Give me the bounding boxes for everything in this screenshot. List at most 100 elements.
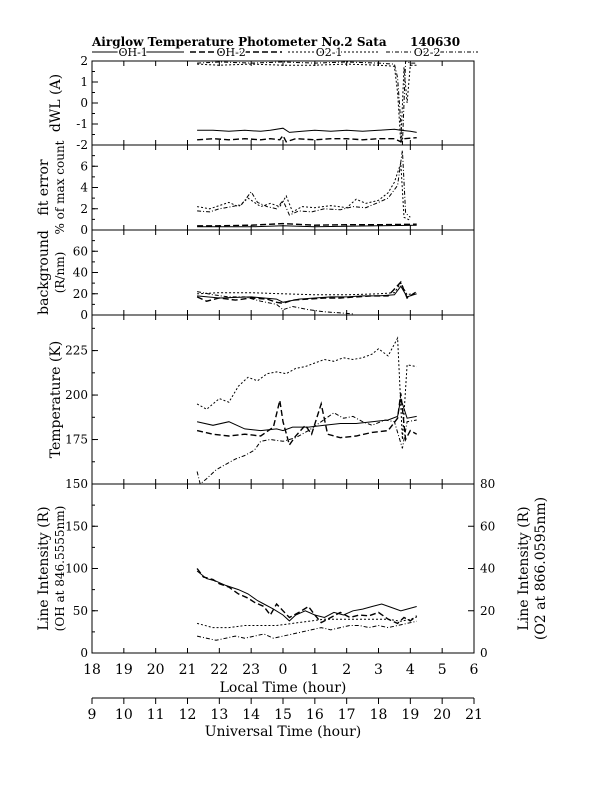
series-o2-2: [196, 412, 417, 484]
x-tick-label-universal: 17: [338, 707, 356, 723]
y-tick-label: 0: [80, 308, 88, 322]
legend-label-o2-2: O2-2: [414, 46, 441, 59]
x-tick-label-local: 1: [310, 662, 319, 678]
y-tick-label: 0: [80, 646, 88, 660]
y-tick-label: 100: [65, 562, 88, 576]
y-right-tick-label: 80: [480, 477, 495, 491]
x-tick-label-local: 2: [342, 662, 351, 678]
series-o2-1: [196, 336, 417, 440]
series-o2-2: [196, 620, 417, 641]
series-oh-2: [197, 222, 417, 227]
x-axis-title-universal: Universal Time (hour): [205, 724, 362, 740]
chart-date: 140630: [410, 35, 460, 49]
series-oh-1: [197, 285, 417, 303]
series-oh-2: [196, 280, 418, 305]
x-tick-label-universal: 10: [115, 707, 133, 723]
y-axis-right-title: (O2 at 866.0595nm): [533, 497, 549, 640]
x-axis-title-local: Local Time (hour): [220, 680, 347, 696]
x-tick-label-universal: 9: [88, 707, 97, 723]
y-tick-label: 0: [80, 96, 88, 110]
y-tick-label: 50: [73, 604, 88, 618]
x-tick-label-universal: 20: [433, 707, 451, 723]
series-oh-1: [196, 398, 417, 432]
panel-1: -2 -1 0 1 2 dWL (A): [48, 54, 475, 152]
x-tick-label-local: 23: [242, 662, 260, 678]
y-tick-label: 2: [80, 54, 88, 68]
chart-panels: -2 -1 0 1 2 dWL (A) 0 2 4 6 fit error% of max coun…: [36, 54, 549, 660]
y-tick-label: 60: [73, 244, 88, 258]
legend-label-o2-1: O2-1: [316, 46, 343, 59]
series-o2-2: [197, 291, 354, 315]
y-axis-title: background: [36, 230, 52, 315]
x-tick-label-universal: 16: [306, 707, 324, 723]
panel-frame: [91, 483, 475, 654]
y-right-tick-label: 20: [480, 604, 495, 618]
y-axis-title: % of max count: [53, 140, 67, 234]
series-o2-1: [197, 282, 417, 296]
legend: OH-1 OH-2 O2-1 O2-2: [92, 45, 478, 61]
series-o2-2: [197, 61, 417, 145]
x-tick-label-local: 6: [470, 662, 479, 678]
y-right-tick-label: 0: [480, 646, 488, 660]
y-tick-label: 20: [73, 287, 88, 301]
x-tick-label-universal: 21: [465, 707, 483, 723]
legend-label-oh-1: OH-1: [118, 46, 147, 59]
series-o2-2: [197, 150, 411, 218]
x-tick-label-universal: 12: [179, 707, 197, 723]
x-tick-label-local: 22: [210, 662, 228, 678]
y-tick-label: 1: [80, 75, 88, 89]
x-tick-label-universal: 13: [210, 707, 228, 723]
y-axis-right-title: Line Intensity (R): [516, 506, 532, 630]
series-oh-1: [196, 570, 417, 622]
y-tick-label: -2: [76, 138, 88, 152]
series-o2-1: [197, 162, 411, 221]
panel-frame: [91, 314, 475, 485]
x-tick-label-local: 20: [147, 662, 165, 678]
y-axis-title: (R/nm): [53, 252, 67, 294]
y-axis-title: fit error: [36, 159, 52, 216]
y-tick-label: -1: [76, 117, 88, 131]
x-tick-label-local: 19: [115, 662, 133, 678]
series-o2-1: [196, 616, 417, 629]
y-tick-label: 200: [65, 388, 88, 402]
y-tick-label: 225: [65, 344, 88, 358]
y-tick-label: 150: [65, 477, 88, 491]
series-oh-2: [196, 568, 418, 625]
series-oh-1: [197, 224, 417, 228]
y-tick-label: 40: [73, 266, 88, 280]
x-tick-label-local: 3: [374, 662, 383, 678]
y-tick-label: 175: [65, 433, 88, 447]
y-axis-title: Line Intensity (R): [36, 506, 52, 630]
x-tick-label-universal: 15: [274, 707, 292, 723]
x-tick-label-local: 5: [438, 662, 447, 678]
y-axis-title: Temperature (K): [48, 341, 64, 459]
x-tick-label-local: 4: [406, 662, 415, 678]
panel-3: 0 20 40 60 background (R/nm): [36, 229, 475, 322]
y-right-tick-label: 40: [480, 562, 495, 576]
y-axis-title: (OH at 846.5555nm): [53, 506, 67, 632]
y-tick-label: 2: [80, 202, 88, 216]
y-axis-title: dWL (A): [48, 74, 64, 132]
panel-frame: [91, 144, 475, 231]
chart-title: Airglow Temperature Photometer No.2 Sata: [91, 35, 387, 49]
series-o2-1: [197, 63, 417, 143]
x-tick-label-local: 21: [179, 662, 197, 678]
x-tick-label-universal: 19: [401, 707, 419, 723]
panel-2: 0 2 4 6 fit error% of max count: [36, 140, 475, 237]
y-right-tick-label: 60: [480, 519, 495, 533]
series-oh-1: [197, 127, 417, 133]
y-tick-label: 4: [80, 181, 88, 195]
x-tick-label-universal: 18: [370, 707, 388, 723]
series-oh-2: [197, 134, 417, 143]
y-tick-label: 150: [65, 519, 88, 533]
x-tick-label-universal: 14: [242, 707, 260, 723]
y-tick-label: 0: [80, 223, 88, 237]
x-tick-label-local: 18: [83, 662, 101, 678]
x-tick-label-universal: 11: [147, 707, 165, 723]
legend-label-oh-2: OH-2: [216, 46, 245, 59]
series-oh-2: [196, 393, 418, 447]
